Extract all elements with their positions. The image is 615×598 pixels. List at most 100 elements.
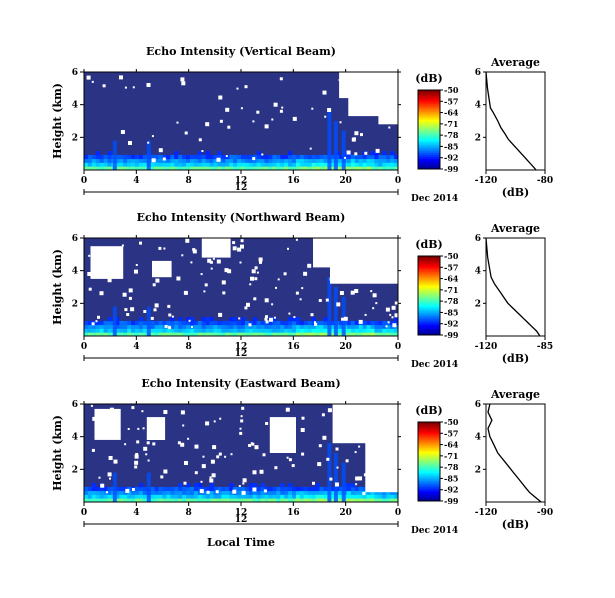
heatmap-cell (272, 490, 277, 495)
no-data-speck (212, 445, 217, 450)
heatmap-cell (264, 324, 269, 329)
no-data-speck (119, 75, 123, 80)
heatmap-cell (178, 317, 183, 322)
heatmap-cell (390, 151, 395, 156)
heatmap-cell (170, 324, 175, 329)
y-tick-label: 4 (475, 267, 481, 277)
no-data-speck (354, 131, 359, 136)
no-data-speck (124, 443, 127, 446)
no-data-speck (281, 106, 284, 109)
heatmap-cell (127, 320, 132, 326)
no-data-speck (389, 478, 393, 483)
no-data-speck (355, 483, 358, 486)
no-data-speck (354, 152, 358, 156)
no-data-speck (192, 248, 196, 252)
colorbar-swatch (418, 151, 440, 154)
heatmap-cell (374, 166, 379, 171)
heatmap-cell (131, 324, 136, 329)
heatmap-cell (346, 498, 352, 503)
heatmap-cell (248, 332, 254, 337)
no-data-speck (251, 269, 256, 274)
no-data-speck (326, 457, 330, 461)
heatmap-cell (366, 324, 371, 329)
heatmap-cell (103, 162, 108, 167)
heatmap-cell (95, 166, 101, 171)
heatmap-cell (229, 324, 234, 329)
colorbar-swatch (418, 437, 440, 441)
heatmap-cell (252, 324, 258, 329)
heatmap-cell (382, 498, 387, 503)
heatmap-cell (170, 332, 175, 337)
heatmap-cell (99, 324, 105, 329)
heatmap-cell (154, 494, 159, 499)
no-data-speck (184, 461, 188, 465)
heatmap-cell (193, 154, 199, 160)
no-data-speck (225, 155, 228, 158)
heatmap-cell (362, 332, 368, 337)
heatmap-cell (158, 324, 163, 329)
average-profile-1 (483, 71, 546, 174)
heatmap-cell (276, 332, 281, 337)
heatmap-cell (107, 490, 112, 495)
heatmap-cell (221, 320, 226, 326)
heatmap-cell (197, 324, 203, 329)
heatmap-cell (182, 162, 187, 167)
heatmap-cell (288, 483, 293, 488)
heatmap-cell (268, 494, 273, 499)
heatmap-cell (323, 317, 328, 322)
heatmap-cell (323, 332, 328, 337)
heatmap-cell (229, 328, 234, 333)
heatmap-cell (358, 498, 364, 503)
heatmap-cell (264, 494, 269, 499)
no-data-speck (271, 303, 274, 306)
no-data-speck (209, 476, 212, 479)
heatmap-cell (186, 483, 191, 488)
no-data-speck (301, 287, 304, 290)
heatmap-cell (142, 324, 148, 329)
heatmap-cell (131, 498, 136, 503)
no-data-speck (248, 323, 252, 327)
heatmap-cell (272, 486, 277, 492)
colorbar-swatch (418, 95, 440, 99)
heatmap-cell (158, 166, 163, 171)
heatmap-cell (150, 320, 156, 326)
no-data-speck (350, 290, 355, 295)
heatmap-plume (327, 111, 332, 170)
no-data-speck (200, 480, 203, 483)
heatmap-cell (150, 166, 156, 171)
heatmap-cell (182, 158, 187, 163)
no-data-speck (91, 322, 95, 326)
heatmap-cell (174, 320, 179, 326)
heatmap-cell (201, 320, 207, 326)
x-tick-label: 16 (287, 508, 300, 518)
no-data-speck (141, 410, 144, 413)
no-data-speck (107, 472, 112, 477)
heatmap-cell (135, 320, 140, 326)
no-data-region (332, 404, 398, 444)
heatmap-title: Echo Intensity (Northward Beam) (137, 211, 346, 224)
heatmap-cell (323, 490, 328, 495)
heatmap-cell (386, 324, 391, 329)
no-data-speck (290, 425, 295, 430)
no-data-speck (254, 445, 259, 450)
no-data-speck (184, 131, 188, 135)
no-data-speck (181, 81, 186, 86)
no-data-speck (239, 261, 242, 264)
heatmap-cell (350, 154, 356, 160)
heatmap-cell (84, 328, 89, 333)
heatmap-cell (186, 486, 191, 492)
heatmap-cell (280, 494, 285, 499)
heatmap-cell (115, 320, 120, 326)
heatmap-cell (213, 166, 218, 171)
no-data-speck (194, 444, 199, 449)
heatmap-cell (170, 317, 175, 322)
y-tick-label: 2 (475, 465, 481, 475)
heatmap-cell (154, 328, 159, 333)
heatmap-cell (186, 328, 191, 333)
heatmap-cell (103, 490, 108, 495)
heatmap-cell (362, 320, 368, 326)
heatmap-cell (241, 162, 246, 167)
no-data-speck (222, 291, 226, 295)
no-data-speck (287, 247, 289, 250)
heatmap-cell (272, 498, 277, 503)
